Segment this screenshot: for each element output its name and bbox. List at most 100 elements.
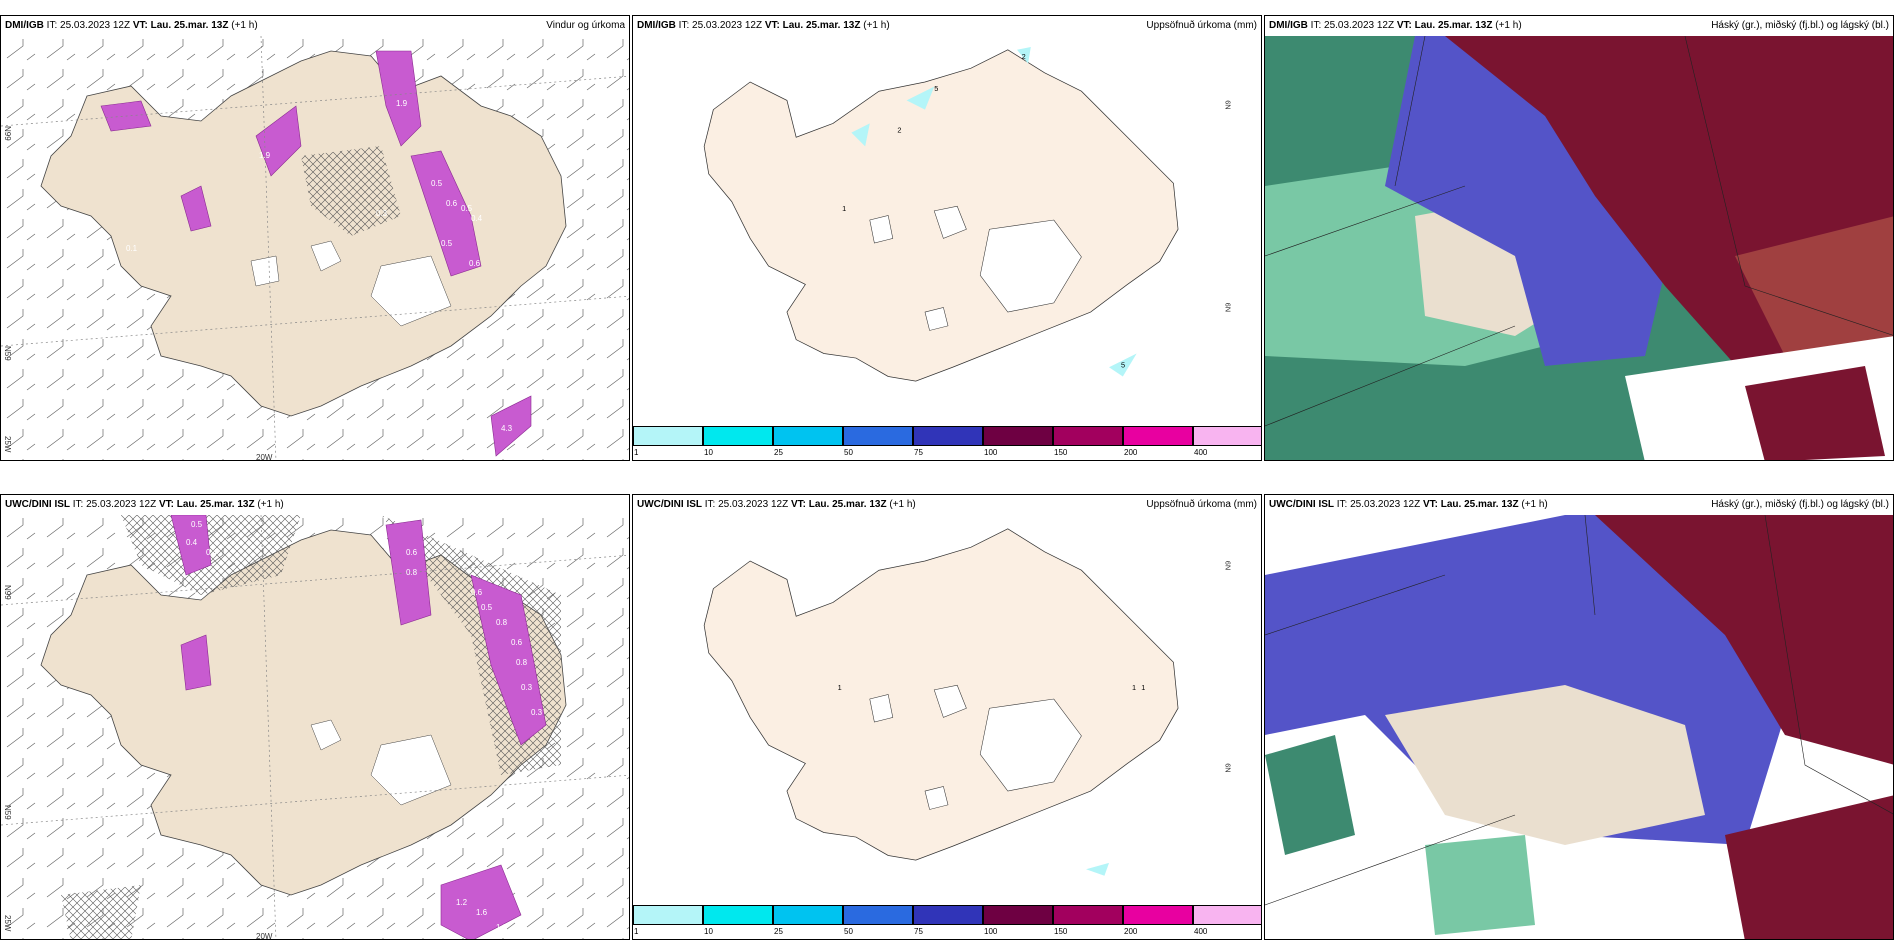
precip-label: 1.6	[476, 908, 488, 917]
colorbar-tick: 75	[914, 927, 923, 936]
colorbar-swatch-5	[983, 905, 1053, 925]
axis-labels: N9 N9	[1223, 561, 1232, 773]
lat-label: N99	[3, 126, 12, 141]
panel-header: DMI/IGB IT: 25.03.2023 12Z VT: Lau. 25.m…	[1, 16, 629, 36]
axis-labels: N99 N59 25W 20W	[3, 585, 273, 939]
vt-label: VT:	[790, 499, 806, 510]
precip-label: 0.3	[531, 708, 543, 717]
accum-label: 5	[1121, 360, 1125, 369]
lat-label: N9	[1223, 303, 1232, 312]
precip-label: 0.5	[461, 204, 473, 213]
glaciers	[869, 684, 1082, 810]
init-time: 25.03.2023 12Z	[1350, 499, 1421, 510]
map-panel-top-middle: DMI/IGB IT: 25.03.2023 12Z VT: Lau. 25.m…	[632, 15, 1262, 461]
accum-precip-map: 2 2 5 5 1 N9 N9	[703, 47, 1232, 382]
model-name: DMI/IGB	[637, 20, 676, 31]
valid-time: Lau. 25.mar. 13Z	[808, 499, 887, 510]
precip-label: 0.1	[126, 244, 138, 253]
model-name: UWC/DINI ISL	[1269, 499, 1334, 510]
colorbar: 1 10 25 50 75 100 150 200 400	[633, 905, 1261, 939]
precip-label: 4.0	[511, 449, 523, 458]
it-label: IT:	[1310, 20, 1322, 31]
snow-hatch	[61, 885, 141, 939]
vt-label: VT:	[764, 20, 780, 31]
glacier-vatnajokull	[370, 255, 452, 327]
colorbar-swatch-2	[773, 426, 843, 446]
colorbar-tick: 400	[1194, 927, 1208, 936]
precip-label: 0.5	[431, 179, 443, 188]
colorbar-swatch-8	[1193, 426, 1261, 446]
glacier-hofsjokull	[250, 255, 280, 287]
init-time: 25.03.2023 12Z	[60, 20, 131, 31]
colorbar-tick: 100	[984, 448, 998, 457]
accum-labels: 2 2 5 5 1	[842, 52, 1125, 369]
valid-time: Lau. 25.mar. 13Z	[176, 499, 255, 510]
colorbar-swatch-6	[1053, 905, 1123, 925]
wind-precip-map: 0.5 0.4 0.4 0.6 0.8 0.6 0.5 0.8 0.6 0.8 …	[1, 515, 629, 939]
map-panel-bottom-left: UWC/DINI ISL IT: 25.03.2023 12Z VT: Lau.…	[0, 494, 630, 940]
colorbar-tick: 25	[774, 448, 783, 457]
cloud-low-light	[1425, 835, 1535, 935]
colorbar: 1 10 25 50 75 100 150 200 400	[633, 426, 1261, 460]
precip-areas	[100, 50, 532, 457]
colorbar-tick: 1	[634, 448, 639, 457]
map-panel-bottom-right: UWC/DINI ISL IT: 25.03.2023 12Z VT: Lau.…	[1264, 494, 1894, 940]
precip-label: 0.6	[471, 588, 483, 597]
lead-time: (+1 h)	[889, 499, 916, 510]
lon-label: 20W	[256, 453, 273, 461]
colorbar-tick: 1	[634, 927, 639, 936]
snow-hatch	[301, 146, 401, 236]
colorbar-tick: 150	[1054, 448, 1068, 457]
axis-labels: N99 N59 25W 20W	[3, 126, 273, 461]
lon-label: 25W	[3, 436, 12, 453]
cloud-high-field	[1595, 515, 1893, 765]
panel-title: Uppsöfnuð úrkoma (mm)	[1146, 20, 1257, 31]
precip-label: 4.3	[501, 424, 513, 433]
precip-label: 0.8	[496, 618, 508, 627]
vt-label: VT:	[132, 20, 148, 31]
precip-label: 0.4	[206, 548, 218, 557]
glacier-langjokull	[310, 719, 342, 751]
precip-label: 1.9	[259, 151, 271, 160]
lead-time: (+1 h)	[863, 20, 890, 31]
lead-time: (+1 h)	[1495, 20, 1522, 31]
valid-time: Lau. 25.mar. 13Z	[1440, 499, 1519, 510]
accum-areas	[1086, 862, 1110, 876]
lat-label: N59	[3, 346, 12, 361]
accum-label: 5	[934, 84, 938, 93]
accum-label: 2	[1022, 52, 1026, 61]
colorbar-tick: 400	[1194, 448, 1208, 457]
accum-label: 2	[897, 126, 901, 135]
colorbar-tick: 75	[914, 448, 923, 457]
graticule	[1, 36, 629, 460]
wind-precip-map: 1.9 1.9 0.5 0.6 0.5 0.4 0.5 0.3 0.6 4.3 …	[1, 36, 629, 461]
colorbar-tick: 200	[1124, 927, 1138, 936]
init-time: 25.03.2023 12Z	[718, 499, 789, 510]
vt-label: VT:	[1422, 499, 1438, 510]
cloud-high-patch	[1745, 366, 1885, 460]
model-name: DMI/IGB	[1269, 20, 1308, 31]
country-borders	[1265, 515, 1893, 906]
colorbar-tick: 100	[984, 927, 998, 936]
colorbar-tick: 200	[1124, 448, 1138, 457]
colorbar-swatch-1	[703, 426, 773, 446]
colorbar-tick: 50	[844, 448, 853, 457]
precip-label: 1.2	[456, 898, 468, 907]
colorbar-swatch-1	[703, 905, 773, 925]
accum-label: 1	[838, 683, 842, 692]
precip-label: 1.3	[496, 923, 508, 932]
lat-label: N9	[1223, 100, 1232, 109]
precip-label: 1.9	[396, 99, 408, 108]
panel-title: Uppsöfnuð úrkoma (mm)	[1146, 499, 1257, 510]
it-label: IT:	[678, 20, 690, 31]
it-label: IT:	[72, 499, 84, 510]
colorbar-swatch-0	[633, 905, 703, 925]
model-name: DMI/IGB	[5, 20, 44, 31]
colorbar-tick: 150	[1054, 927, 1068, 936]
lat-label: N9	[1223, 763, 1232, 772]
accum-label: 1	[1132, 683, 1136, 692]
cloud-low-field	[1265, 735, 1355, 855]
precip-label: 0.6	[511, 638, 523, 647]
colorbar-tick: 10	[704, 927, 713, 936]
map-panel-bottom-middle: UWC/DINI ISL IT: 25.03.2023 12Z VT: Lau.…	[632, 494, 1262, 940]
